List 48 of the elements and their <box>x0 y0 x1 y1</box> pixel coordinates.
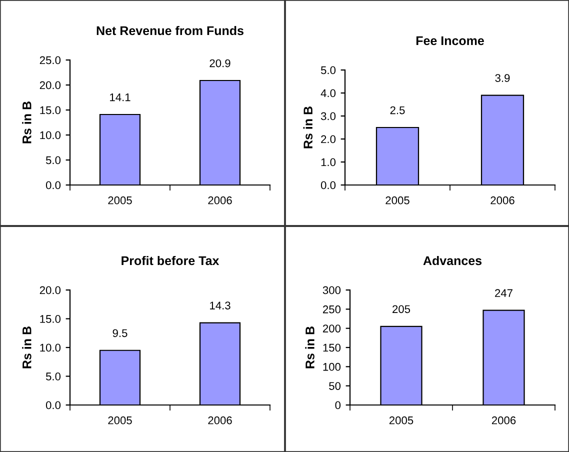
y-axis-title: Rs in B <box>303 106 312 148</box>
chart-title: Profit before Tax <box>122 256 220 266</box>
chart-title: Net Revenue from Funds <box>96 26 244 36</box>
y-tick-label: 0 <box>335 401 341 410</box>
y-tick-label: 3.0 <box>320 112 336 120</box>
y-tick-label: 5.0 <box>320 66 336 74</box>
y-tick-label: 25.0 <box>40 56 61 64</box>
x-tick-label: 2006 <box>208 196 232 204</box>
data-label: 3.9 <box>495 74 510 82</box>
y-tick-label: 15.0 <box>40 315 61 323</box>
y-tick-label: 150 <box>323 344 341 352</box>
x-tick-label: 2006 <box>208 416 232 424</box>
x-tick-label: 2005 <box>386 196 410 204</box>
data-label: 205 <box>392 305 410 314</box>
y-tick-label: 10.0 <box>40 131 61 140</box>
y-tick-label: 10.0 <box>40 344 61 352</box>
chart-title: Fee Income <box>416 36 484 46</box>
data-label: 247 <box>495 289 512 297</box>
x-tick-label: 2005 <box>108 416 132 424</box>
data-label: 9.5 <box>112 329 128 338</box>
y-tick-label: 50 <box>329 382 341 390</box>
y-tick-label: 5.0 <box>46 372 61 380</box>
x-tick-label: 2006 <box>492 416 516 424</box>
y-tick-label: 0.0 <box>46 181 61 190</box>
chart-title: Advances <box>423 256 482 266</box>
y-tick-label: 2.0 <box>321 135 336 144</box>
x-tick-label: 2005 <box>108 196 132 204</box>
y-tick-label: 200 <box>322 324 341 332</box>
data-label: 14.1 <box>110 93 130 102</box>
data-label: 20.9 <box>210 59 230 68</box>
y-tick-label: 300 <box>322 286 341 294</box>
y-tick-label: 20.0 <box>40 81 61 90</box>
data-label: 2.5 <box>390 106 405 114</box>
y-axis-title: Rs in B <box>22 326 32 368</box>
x-tick-label: 2005 <box>389 416 414 424</box>
y-axis-title: Rs in B <box>22 102 32 144</box>
y-tick-label: 1.0 <box>321 158 336 166</box>
y-tick-label: 0.0 <box>320 181 336 190</box>
y-tick-label: 5.0 <box>46 156 61 164</box>
y-tick-label: 0.0 <box>46 401 61 410</box>
y-axis-title: Rs in B <box>305 326 314 368</box>
y-tick-label: 15.0 <box>40 106 61 114</box>
y-tick-label: 20.0 <box>40 286 61 294</box>
y-tick-label: 4.0 <box>320 89 336 98</box>
data-label: 14.3 <box>210 302 230 310</box>
y-tick-label: 100 <box>323 362 341 371</box>
y-tick-label: 250 <box>322 305 341 314</box>
x-tick-label: 2006 <box>490 196 514 204</box>
